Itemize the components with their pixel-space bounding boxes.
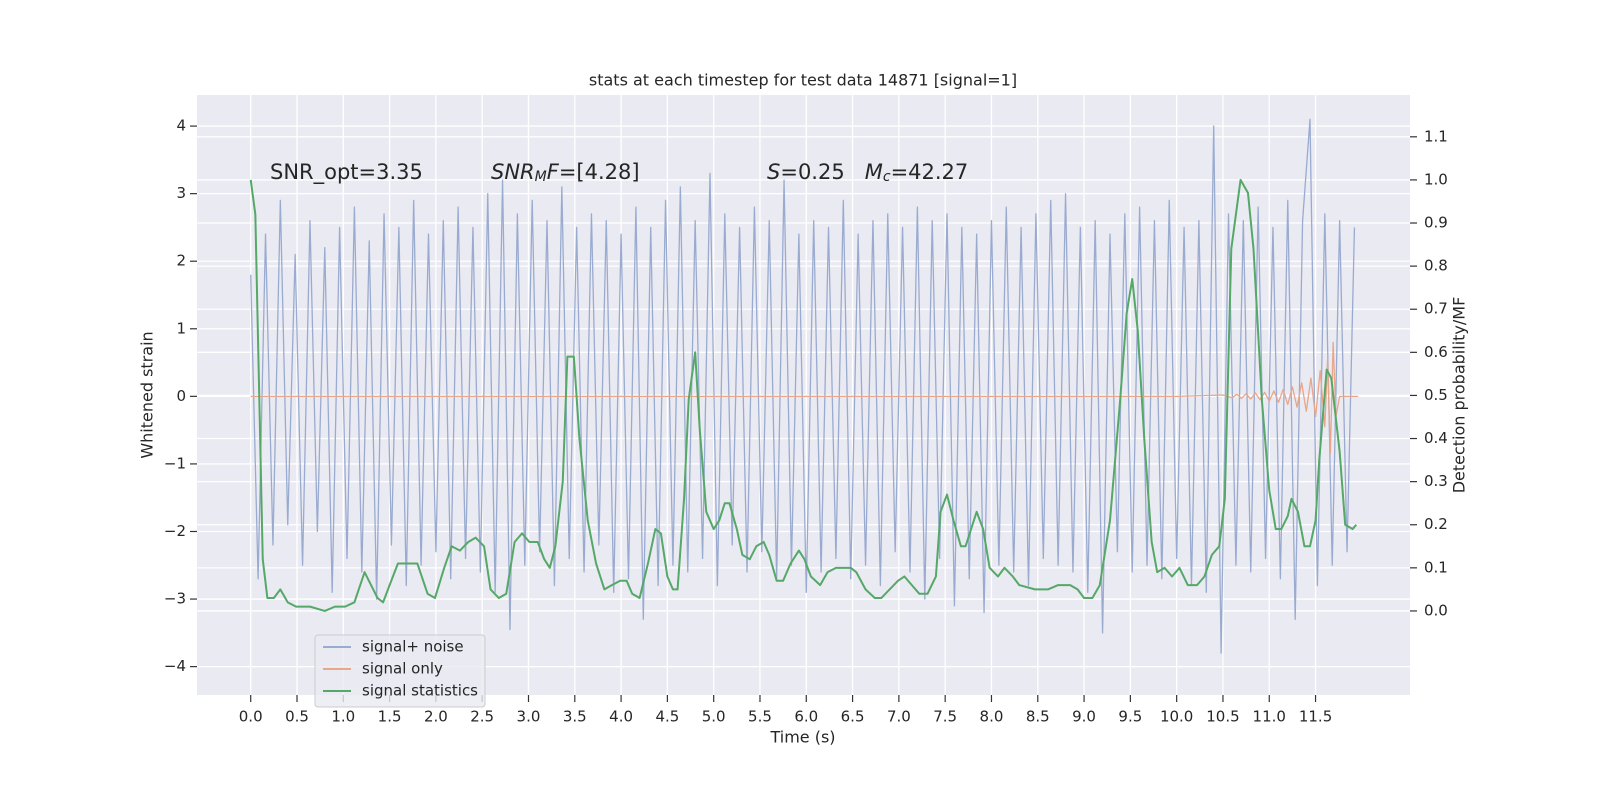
y2-tick-label: 0.4 (1424, 429, 1448, 447)
x-tick-label: 8.0 (980, 708, 1004, 726)
x-tick-label: 9.0 (1072, 708, 1096, 726)
annotation-part: F (547, 160, 560, 184)
x-tick-label: 7.0 (887, 708, 911, 726)
x-tick-label: 11.5 (1299, 708, 1332, 726)
x-tick-label: 5.0 (702, 708, 726, 726)
annotation: SNR_opt=3.35 (270, 160, 423, 185)
y-tick-label: 4 (176, 117, 186, 135)
y-tick-label: −2 (164, 522, 186, 540)
x-tick-label: 9.5 (1118, 708, 1142, 726)
series-layer (249, 118, 1359, 654)
annotation-part: =[4.28] (559, 160, 640, 184)
x-tick-label: 1.0 (331, 708, 355, 726)
annotation-part: =0.25 (780, 160, 864, 184)
x-axis-label: Time (s) (769, 728, 835, 747)
annotations: SNR_opt=3.35 SNRMF=[4.28] S=0.25 Mc=42.27 (270, 160, 968, 185)
annotation: S=0.25 Mc=42.27 (767, 160, 968, 185)
y-tick-label: 0 (176, 387, 186, 405)
x-tick-label: 6.5 (841, 708, 865, 726)
annotation-part: =42.27 (891, 160, 969, 184)
legend-box (314, 634, 486, 708)
legend-label: signal only (362, 660, 443, 678)
x-tick-label: 3.5 (563, 708, 587, 726)
legend-label: signal+ noise (362, 638, 464, 656)
y2-axis-label: Detection probability/MF (1450, 297, 1469, 494)
y2-tick-label: 0.6 (1424, 343, 1448, 361)
y-tick-label: 2 (176, 252, 186, 270)
annotation-part: S (767, 160, 780, 184)
x-tick-label: 5.5 (748, 708, 772, 726)
x-tick-label: 2.0 (424, 708, 448, 726)
annotation-part: SNR_opt=3.35 (270, 160, 423, 185)
x-tick-label: 6.0 (794, 708, 818, 726)
y2-tick-label: 0.1 (1424, 558, 1448, 576)
annotation-part: M (865, 160, 883, 184)
y2-tick-label: 1.0 (1424, 170, 1448, 188)
y-tick-label: −3 (164, 590, 186, 608)
axes-layer: −4 −3 −2 −1 0 1 2 3 4 0.0 0.1 0.2 0.3 0.4 0.5 0.6 0.7 0.8… (164, 117, 1448, 726)
annotation-part: M (535, 169, 547, 185)
x-tick-label: 3.0 (517, 708, 541, 726)
x-tick-label: 4.0 (609, 708, 633, 726)
series-line (250, 118, 1356, 654)
x-tick-label: 8.5 (1026, 708, 1050, 726)
x-tick-label: 11.0 (1253, 708, 1286, 726)
legend-label: signal statistics (362, 682, 478, 700)
y-tick-label: −1 (164, 454, 186, 472)
x-tick-label: 7.5 (933, 708, 957, 726)
series-line (249, 178, 1358, 612)
y-tick-label: 3 (176, 184, 186, 202)
annotation: SNRMF=[4.28] (491, 160, 640, 185)
y2-tick-label: 1.1 (1424, 127, 1448, 145)
y-axis-label: Whitened strain (138, 331, 157, 458)
annotation-part: SNR (491, 160, 535, 184)
x-tick-label: 0.0 (239, 708, 263, 726)
chart-title: stats at each timestep for test data 148… (589, 71, 1017, 90)
y2-tick-label: 0.2 (1424, 515, 1448, 533)
y2-tick-label: 0.8 (1424, 257, 1448, 275)
y2-tick-label: 0.9 (1424, 214, 1448, 232)
x-tick-label: 4.5 (655, 708, 679, 726)
x-tick-label: 10.0 (1160, 708, 1193, 726)
y2-tick-label: 0.5 (1424, 386, 1448, 404)
y2-tick-label: 0.0 (1424, 601, 1448, 619)
annotation-part: c (883, 169, 891, 185)
x-tick-label: 1.5 (378, 708, 402, 726)
legend: signal+ noise signal only signal statistic… (314, 634, 486, 708)
x-tick-label: 2.5 (470, 708, 494, 726)
y-tick-label: −4 (164, 657, 186, 675)
y2-tick-label: 0.7 (1424, 300, 1448, 318)
y-tick-label: 1 (176, 319, 186, 337)
x-tick-label: 10.5 (1206, 708, 1239, 726)
x-tick-label: 0.5 (285, 708, 309, 726)
y2-tick-label: 0.3 (1424, 472, 1448, 490)
series-line (250, 341, 1359, 455)
